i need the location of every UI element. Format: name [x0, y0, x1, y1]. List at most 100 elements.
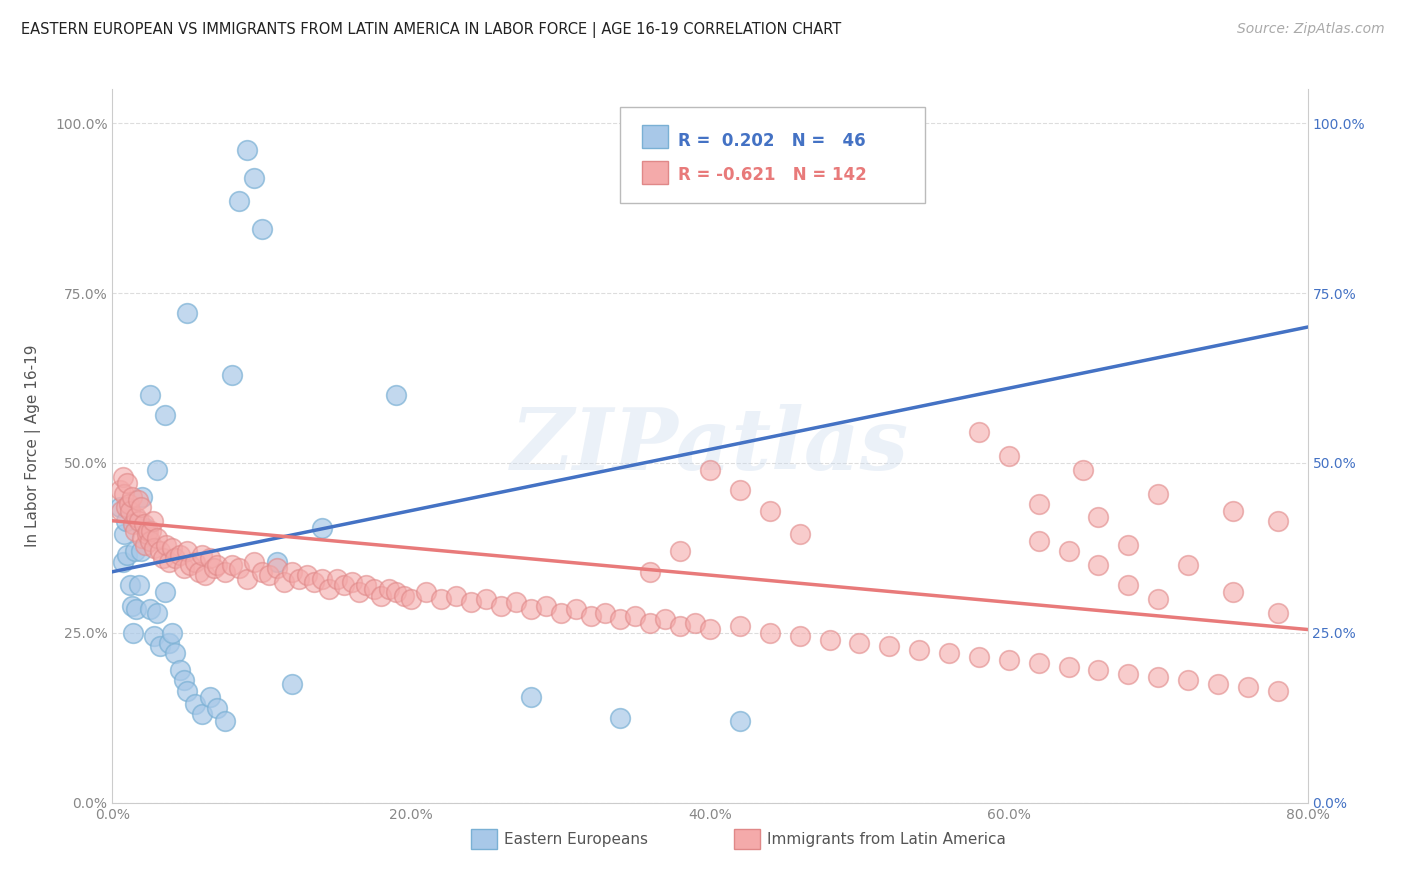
Point — [111, 469, 134, 483]
Point — [1057, 544, 1080, 558]
Point — [138, 524, 160, 538]
Point — [318, 582, 340, 596]
Point — [1147, 670, 1170, 684]
Point — [1177, 673, 1199, 688]
Point — [609, 612, 631, 626]
Point — [146, 463, 169, 477]
Point — [202, 561, 225, 575]
Point — [699, 623, 721, 637]
Point — [520, 690, 543, 705]
Point — [356, 578, 378, 592]
Point — [1087, 510, 1109, 524]
Point — [430, 591, 453, 606]
Point — [683, 615, 706, 630]
Point — [579, 608, 602, 623]
Point — [1118, 578, 1140, 592]
Point — [120, 578, 142, 592]
Bar — [734, 830, 761, 849]
Point — [214, 714, 236, 729]
Point — [281, 677, 304, 691]
Point — [122, 517, 145, 532]
Point — [146, 606, 169, 620]
Point — [157, 636, 180, 650]
Point — [165, 551, 187, 566]
Point — [789, 629, 811, 643]
Point — [1118, 666, 1140, 681]
Point — [141, 524, 163, 538]
Point — [134, 520, 156, 534]
Point — [173, 561, 195, 575]
Point — [669, 619, 692, 633]
Point — [392, 589, 415, 603]
Point — [415, 585, 437, 599]
Point — [520, 602, 543, 616]
Point — [311, 520, 333, 534]
Point — [728, 619, 751, 633]
Bar — [643, 161, 668, 184]
Point — [370, 589, 392, 603]
Point — [266, 561, 288, 575]
Point — [120, 503, 142, 517]
Point — [111, 555, 134, 569]
Point — [281, 565, 304, 579]
Point — [143, 541, 166, 555]
Point — [333, 578, 356, 592]
Point — [191, 707, 214, 722]
Point — [243, 170, 266, 185]
Point — [1118, 537, 1140, 551]
Point — [250, 565, 273, 579]
Point — [534, 599, 557, 613]
Point — [132, 517, 155, 532]
Point — [564, 602, 586, 616]
Point — [728, 714, 751, 729]
Point — [1206, 677, 1229, 691]
Point — [818, 632, 841, 647]
Point — [135, 527, 157, 541]
Point — [139, 602, 162, 616]
Text: R =  0.202   N =   46: R = 0.202 N = 46 — [678, 132, 865, 150]
Point — [1057, 660, 1080, 674]
Point — [401, 591, 423, 606]
Text: Eastern Europeans: Eastern Europeans — [505, 831, 648, 847]
Point — [191, 548, 214, 562]
Point — [125, 602, 148, 616]
Point — [176, 683, 198, 698]
Point — [624, 608, 647, 623]
Point — [198, 551, 221, 566]
Point — [1267, 606, 1289, 620]
Point — [998, 653, 1021, 667]
Point — [139, 388, 162, 402]
FancyBboxPatch shape — [620, 107, 925, 203]
Point — [505, 595, 527, 609]
Point — [236, 572, 259, 586]
Point — [295, 568, 318, 582]
Point — [1267, 683, 1289, 698]
Point — [998, 449, 1021, 463]
Point — [205, 558, 228, 572]
Point — [131, 490, 153, 504]
Point — [198, 690, 221, 705]
Point — [340, 574, 363, 589]
Text: EASTERN EUROPEAN VS IMMIGRANTS FROM LATIN AMERICA IN LABOR FORCE | AGE 16-19 COR: EASTERN EUROPEAN VS IMMIGRANTS FROM LATI… — [21, 22, 841, 38]
Point — [595, 606, 617, 620]
Point — [347, 585, 370, 599]
Point — [125, 510, 148, 524]
Point — [385, 388, 408, 402]
Point — [176, 544, 198, 558]
Point — [789, 527, 811, 541]
Point — [108, 500, 131, 515]
Y-axis label: In Labor Force | Age 16-19: In Labor Force | Age 16-19 — [25, 344, 41, 548]
Point — [967, 425, 990, 440]
Point — [188, 565, 211, 579]
Point — [228, 561, 250, 575]
Point — [121, 490, 143, 504]
Point — [363, 582, 385, 596]
Point — [699, 463, 721, 477]
Point — [139, 534, 162, 549]
Point — [1087, 558, 1109, 572]
Point — [848, 636, 870, 650]
Point — [162, 541, 183, 555]
Point — [205, 700, 228, 714]
Point — [169, 548, 191, 562]
Point — [122, 626, 145, 640]
